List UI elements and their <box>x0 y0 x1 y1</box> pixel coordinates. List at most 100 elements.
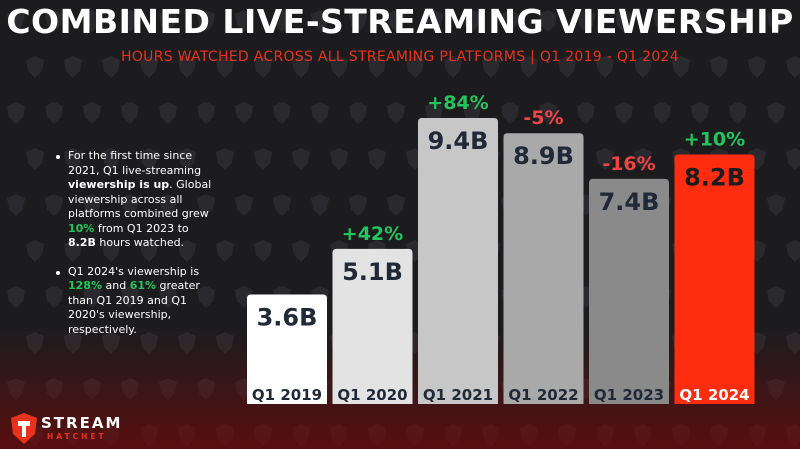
pattern-shield <box>577 102 595 124</box>
note-2-text-b: and <box>101 279 130 292</box>
brand-logo: STREAM HATCHET <box>9 412 149 446</box>
pattern-shield <box>349 194 367 216</box>
pattern-shield <box>197 194 215 216</box>
note-1-text-d: hours watched. <box>95 236 185 249</box>
pattern-shield <box>767 102 785 124</box>
note-1-total: 8.2B <box>68 236 96 249</box>
pattern-shield <box>653 102 671 124</box>
note-1-growth: 10% <box>68 221 95 235</box>
pattern-shield <box>159 102 177 124</box>
bar-value-label: 5.1B <box>342 258 403 286</box>
pattern-shield <box>235 194 253 216</box>
pattern-shield <box>539 10 557 32</box>
pattern-shield <box>767 286 785 308</box>
pattern-shield <box>691 10 709 32</box>
pattern-shield <box>26 148 44 170</box>
page-subtitle: HOURS WATCHED ACROSS ALL STREAMING PLATF… <box>121 49 679 65</box>
bar-value-label: 8.9B <box>513 142 574 170</box>
pattern-shield <box>349 10 367 32</box>
pattern-shield <box>178 56 196 78</box>
note-1-text-c: from Q1 2023 to <box>94 221 189 235</box>
pattern-shield <box>197 102 215 124</box>
pattern-shield <box>596 56 614 78</box>
change-label: +10% <box>684 129 745 151</box>
pattern-shield <box>102 148 120 170</box>
pattern-shield <box>387 194 405 216</box>
pattern-shield <box>64 148 82 170</box>
pattern-shield <box>368 56 386 78</box>
pattern-shield <box>767 194 785 216</box>
pattern-shield <box>235 10 253 32</box>
note-1-highlight: viewership is up <box>68 178 170 191</box>
note-2-growth-2020: 61% <box>129 279 157 292</box>
pattern-shield <box>292 240 310 262</box>
pattern-shield <box>558 56 576 78</box>
pattern-shield <box>748 56 766 78</box>
note-1-text-b: . Global viewership across all platforms… <box>68 178 212 220</box>
pattern-shield <box>691 102 709 124</box>
bar-value-label: 3.6B <box>257 303 318 331</box>
pattern-shield <box>121 10 139 32</box>
pattern-shield <box>786 240 800 262</box>
pattern-shield <box>45 194 63 216</box>
bar-value-label: 9.4B <box>428 127 489 155</box>
notes-panel: For the first time since 2021, Q1 live-s… <box>56 149 216 351</box>
pattern-shield <box>216 240 234 262</box>
pattern-shield <box>786 56 800 78</box>
page-title: COMBINED LIVE-STREAMING VIEWERSHIP <box>6 2 794 41</box>
pattern-shield <box>501 102 519 124</box>
pattern-shield <box>102 240 120 262</box>
category-label: Q1 2024 <box>679 386 749 404</box>
pattern-shield <box>216 56 234 78</box>
pattern-shield <box>444 56 462 78</box>
pattern-shield <box>577 10 595 32</box>
hatchet-icon <box>11 413 37 444</box>
pattern-shield <box>615 10 633 32</box>
pattern-shield <box>83 286 101 308</box>
pattern-shield <box>729 102 747 124</box>
pattern-shield <box>767 10 785 32</box>
logo-subname: HATCHET <box>47 432 107 441</box>
note-2-text-c: greater than Q1 2019 and Q1 2020's viewe… <box>68 279 200 336</box>
bar-value-label: 8.2B <box>684 164 745 192</box>
category-label: Q1 2020 <box>337 386 407 404</box>
note-2: Q1 2024's viewership is 128% and 61% gre… <box>56 265 216 338</box>
pattern-shield <box>349 102 367 124</box>
pattern-shield <box>292 148 310 170</box>
bar <box>332 248 413 404</box>
change-label: +84% <box>427 92 488 114</box>
pattern-shield <box>254 240 272 262</box>
pattern-shield <box>83 102 101 124</box>
bar <box>674 154 755 404</box>
pattern-shield <box>482 56 500 78</box>
pattern-shield <box>121 102 139 124</box>
change-label: -5% <box>523 107 563 129</box>
pattern-shield <box>178 148 196 170</box>
pattern-shield <box>273 102 291 124</box>
note-1: For the first time since 2021, Q1 live-s… <box>56 149 216 251</box>
pattern-shield <box>64 56 82 78</box>
pattern-shield <box>311 102 329 124</box>
pattern-shield <box>311 10 329 32</box>
pattern-shield <box>634 148 652 170</box>
pattern-shield <box>710 56 728 78</box>
pattern-shield <box>45 102 63 124</box>
bar-value-label: 7.4B <box>599 188 660 216</box>
change-label: -16% <box>602 153 655 175</box>
pattern-shield <box>387 102 405 124</box>
note-2-growth-2019: 128% <box>68 279 102 292</box>
pattern-shield <box>121 286 139 308</box>
note-1-text-a: For the first time since 2021, Q1 live-s… <box>68 149 202 177</box>
pattern-shield <box>83 10 101 32</box>
bar <box>589 178 669 404</box>
pattern-shield <box>672 56 690 78</box>
note-2-text-a: Q1 2024's viewership is <box>68 264 200 278</box>
pattern-shield <box>406 56 424 78</box>
pattern-shield <box>330 56 348 78</box>
pattern-shield <box>216 148 234 170</box>
pattern-shield <box>7 194 25 216</box>
pattern-shield <box>7 102 25 124</box>
pattern-shield <box>273 10 291 32</box>
pattern-shield <box>387 10 405 32</box>
